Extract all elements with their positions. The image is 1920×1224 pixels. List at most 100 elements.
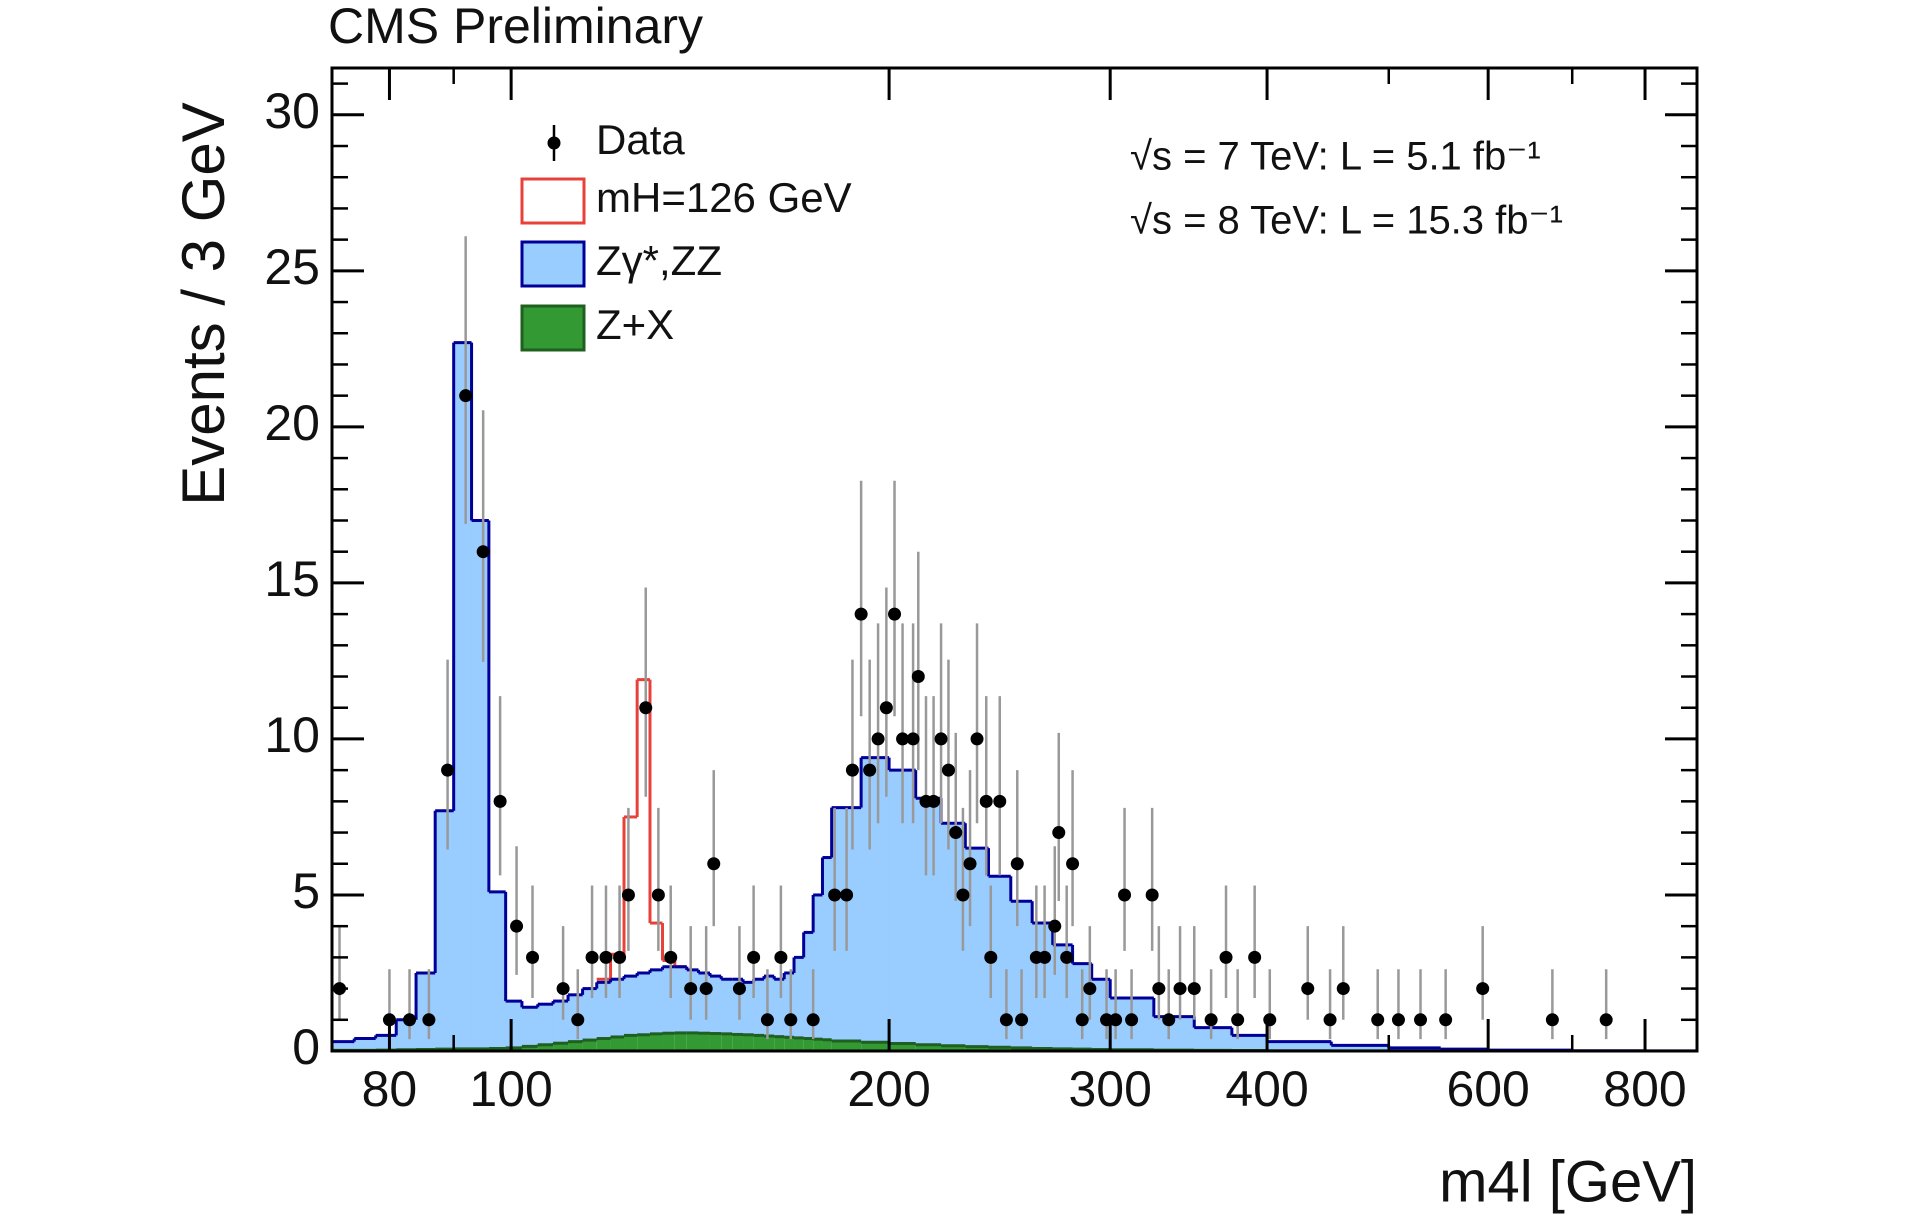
- x-tick-label: 800: [1603, 1061, 1686, 1117]
- legend-swatch: [522, 306, 584, 350]
- bar: [650, 970, 663, 1034]
- x-tick-label: 200: [847, 1061, 930, 1117]
- bar: [794, 1038, 804, 1051]
- data-point: [459, 389, 472, 402]
- data-point: [1205, 1013, 1218, 1026]
- bar: [784, 1037, 794, 1051]
- bar: [471, 520, 489, 1048]
- y-axis-label: Events / 3 GeV: [170, 102, 237, 506]
- data-point: [441, 764, 454, 777]
- bar: [915, 798, 941, 1045]
- bar: [624, 976, 638, 1035]
- x-tick-label: 100: [469, 1061, 552, 1117]
- x-tick-label: 80: [362, 1061, 418, 1117]
- data-point: [1476, 982, 1489, 995]
- data-point: [1118, 888, 1131, 901]
- bar: [375, 1035, 396, 1050]
- legend-swatch: [522, 179, 584, 223]
- bar: [698, 1033, 709, 1051]
- data-point: [652, 888, 665, 901]
- bar: [686, 970, 698, 1033]
- data-point: [1146, 888, 1159, 901]
- legend-label: Zγ*,ZZ: [596, 237, 722, 284]
- bar: [674, 967, 687, 1033]
- data-point: [1052, 826, 1065, 839]
- data-point: [477, 545, 490, 558]
- data-point: [1083, 982, 1096, 995]
- bar: [753, 979, 764, 1035]
- data-point: [557, 982, 570, 995]
- bar: [710, 1034, 721, 1051]
- bar: [582, 989, 597, 1040]
- data-point: [1038, 951, 1051, 964]
- data-point: [1066, 857, 1079, 870]
- bar: [416, 973, 436, 1049]
- bar: [597, 1039, 611, 1051]
- bar: [583, 1040, 597, 1051]
- x-tick-label: 400: [1225, 1061, 1308, 1117]
- bar: [1194, 1028, 1232, 1051]
- bar: [522, 1007, 538, 1046]
- x-tick-label: 300: [1068, 1061, 1151, 1117]
- bar: [611, 1037, 624, 1051]
- x-axis-label: m4l [GeV]: [1439, 1149, 1697, 1214]
- data-point: [599, 951, 612, 964]
- bar: [675, 1033, 687, 1051]
- data-point: [510, 920, 523, 933]
- data-point: [1301, 982, 1314, 995]
- data-point: [1162, 1013, 1175, 1026]
- y-tick-label: 30: [264, 83, 320, 139]
- data-point: [1125, 1013, 1138, 1026]
- y-tick-label: 20: [264, 395, 320, 451]
- data-point: [1414, 1013, 1427, 1026]
- data-point: [949, 826, 962, 839]
- bar: [774, 1037, 784, 1051]
- data-point: [1011, 857, 1024, 870]
- data-point: [807, 1013, 820, 1026]
- data-point: [1600, 1013, 1613, 1026]
- data-point: [1000, 1013, 1013, 1026]
- data-point: [733, 982, 746, 995]
- bar: [861, 758, 890, 1043]
- data-point: [1248, 951, 1261, 964]
- bar: [822, 1040, 831, 1051]
- bar: [764, 1036, 774, 1051]
- x-tick-label: 600: [1446, 1061, 1529, 1117]
- bar: [687, 1033, 699, 1051]
- data-point: [747, 951, 760, 964]
- data-point: [1188, 982, 1201, 995]
- data-point: [1152, 982, 1165, 995]
- bar: [710, 976, 722, 1033]
- data-point: [494, 795, 507, 808]
- bar: [721, 979, 733, 1034]
- bar: [774, 979, 785, 1036]
- data-point: [774, 951, 787, 964]
- data-point: [1231, 1013, 1244, 1026]
- y-tick-label: 25: [264, 239, 320, 295]
- data-point: [828, 888, 841, 901]
- annotation: √s = 8 TeV: L = 15.3 fb⁻¹: [1130, 199, 1563, 243]
- bar: [698, 973, 710, 1033]
- bar: [1032, 923, 1053, 1048]
- bar: [732, 1034, 743, 1051]
- bar: [435, 811, 454, 1049]
- data-point: [622, 888, 635, 901]
- bar: [965, 848, 989, 1046]
- data-point: [526, 951, 539, 964]
- annotation: √s = 7 TeV: L = 5.1 fb⁻¹: [1130, 135, 1541, 179]
- bar: [637, 1035, 650, 1051]
- data-point: [1060, 951, 1073, 964]
- bar: [637, 973, 650, 1035]
- data-point: [664, 951, 677, 964]
- data-point: [855, 608, 868, 621]
- data-point: [684, 982, 697, 995]
- data-point: [964, 857, 977, 870]
- data-point: [984, 951, 997, 964]
- data-point: [1337, 982, 1350, 995]
- data-point: [1371, 1013, 1384, 1026]
- data-point: [927, 795, 940, 808]
- data-point: [403, 1013, 416, 1026]
- bar: [624, 1035, 637, 1051]
